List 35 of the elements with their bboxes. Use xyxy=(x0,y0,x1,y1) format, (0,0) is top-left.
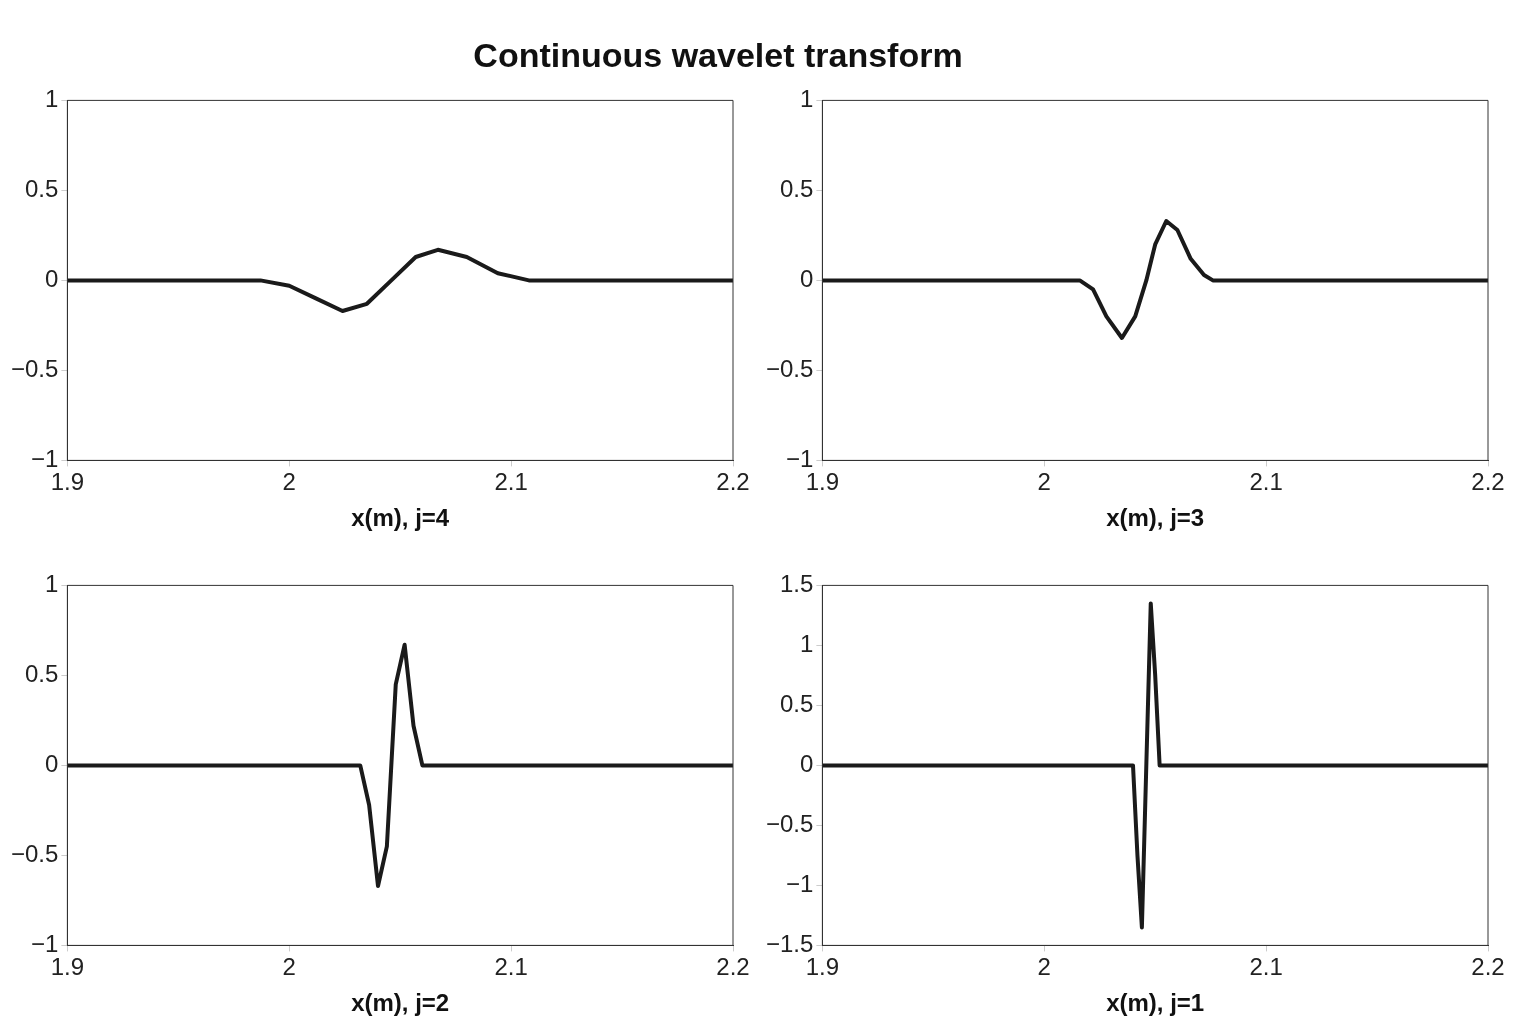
y-tick-label: −0.5 xyxy=(765,355,814,383)
x-tick-label: 2 xyxy=(1037,468,1051,496)
x-tick-label: 2.2 xyxy=(716,953,750,981)
y-tick-label: 0.5 xyxy=(25,660,59,688)
x-tick-label: 2.1 xyxy=(494,468,528,496)
y-tick-label: −0.5 xyxy=(765,810,814,838)
x-tick-label: 2.1 xyxy=(1249,468,1283,496)
x-tick-label: 2.1 xyxy=(1249,953,1283,981)
y-tick-label: 1 xyxy=(45,570,59,598)
x-tick-label: 2.2 xyxy=(1471,468,1505,496)
x-axis-title: x(m), j=1 xyxy=(1106,989,1205,1017)
y-tick-label: 0.5 xyxy=(780,175,814,203)
y-tick-label: 0 xyxy=(45,265,59,293)
y-tick-label: 1 xyxy=(800,85,814,113)
x-axis-title: x(m), j=4 xyxy=(351,504,450,532)
y-tick-label: −0.5 xyxy=(10,840,59,868)
y-tick-label: −1 xyxy=(786,870,814,898)
y-tick-label: 1 xyxy=(45,85,59,113)
y-tick-label: 0.5 xyxy=(25,175,59,203)
y-tick-label: 0 xyxy=(45,750,59,778)
x-axis-title: x(m), j=2 xyxy=(351,989,450,1017)
y-tick-label: 0 xyxy=(800,750,814,778)
x-tick-label: 2 xyxy=(1037,953,1051,981)
x-tick-label: 2.2 xyxy=(716,468,750,496)
y-tick-label: 0.5 xyxy=(780,690,814,718)
x-tick-label: 2 xyxy=(282,468,296,496)
y-tick-label: −0.5 xyxy=(10,355,59,383)
x-axis-title: x(m), j=3 xyxy=(1106,504,1205,532)
x-tick-label: 2.2 xyxy=(1471,953,1505,981)
y-tick-label: 1 xyxy=(800,630,814,658)
y-tick-label: 0 xyxy=(800,265,814,293)
x-tick-label: 2.1 xyxy=(494,953,528,981)
x-tick-label: 2 xyxy=(282,953,296,981)
chart-title: Continuous wavelet transform xyxy=(472,35,964,76)
y-tick-label: 1.5 xyxy=(780,570,814,598)
